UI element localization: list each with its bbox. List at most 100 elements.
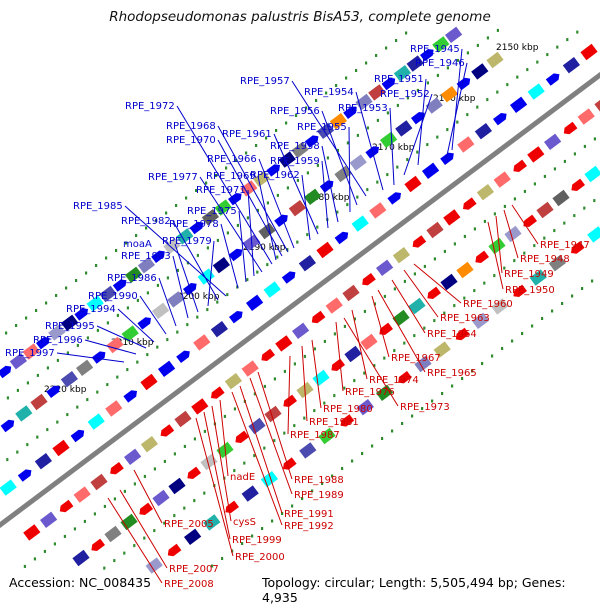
gene-arrow[interactable] xyxy=(108,461,124,477)
gene-box[interactable] xyxy=(543,133,562,151)
gene-arrow[interactable] xyxy=(387,190,403,205)
gene-label-top[interactable]: RPE_1958 xyxy=(270,141,320,152)
gene-box[interactable] xyxy=(392,309,410,327)
gene-arrow[interactable] xyxy=(425,286,441,302)
gene-arrow[interactable] xyxy=(309,310,326,326)
gene-label-top[interactable]: RPE_1962 xyxy=(250,170,300,181)
gene-label-top[interactable]: RPE_1961 xyxy=(222,129,272,140)
gene-box[interactable] xyxy=(39,511,58,528)
gene-label-bottom[interactable]: RPE_1964 xyxy=(427,329,477,340)
gene-box[interactable] xyxy=(491,298,509,315)
gene-box[interactable] xyxy=(392,246,410,264)
gene-box[interactable] xyxy=(440,85,458,103)
gene-label-bottom[interactable]: cysS xyxy=(233,517,256,528)
gene-box[interactable] xyxy=(318,427,336,445)
gene-box[interactable] xyxy=(342,284,360,302)
gene-box[interactable] xyxy=(292,322,310,339)
gene-box[interactable] xyxy=(457,136,475,153)
gene-arrow[interactable] xyxy=(228,246,245,262)
gene-box[interactable] xyxy=(527,146,545,163)
gene-arrow[interactable] xyxy=(329,358,345,374)
gene-box[interactable] xyxy=(476,183,494,201)
gene-label-top[interactable]: RPE_1997 xyxy=(5,348,55,359)
gene-arrow[interactable] xyxy=(91,349,108,364)
gene-label-bottom[interactable]: RPE_1989 xyxy=(294,490,344,501)
gene-box[interactable] xyxy=(278,151,296,168)
gene-box[interactable] xyxy=(34,453,53,470)
gene-arrow[interactable] xyxy=(165,543,182,559)
gene-box[interactable] xyxy=(86,295,104,312)
gene-arrow[interactable] xyxy=(569,241,585,256)
gene-box[interactable] xyxy=(509,96,528,114)
gene-box[interactable] xyxy=(22,343,40,360)
gene-label-bottom[interactable]: RPE_1980 xyxy=(323,404,373,415)
gene-label-top[interactable]: RPE_1959 xyxy=(270,156,320,167)
gene-box[interactable] xyxy=(60,314,79,331)
gene-label-top[interactable]: RPE_1986 xyxy=(107,273,157,284)
gene-box[interactable] xyxy=(529,269,547,286)
gene-label-top[interactable]: RPE_1952 xyxy=(380,89,430,100)
gene-arrow[interactable] xyxy=(281,394,297,410)
gene-box[interactable] xyxy=(368,84,386,101)
gene-box[interactable] xyxy=(369,202,387,219)
gene-box[interactable] xyxy=(443,209,461,226)
gene-arrow[interactable] xyxy=(561,121,578,137)
gene-box[interactable] xyxy=(203,514,221,531)
gene-box[interactable] xyxy=(393,64,411,82)
gene-box[interactable] xyxy=(298,255,316,272)
gene-box[interactable] xyxy=(376,259,394,276)
gene-arrow[interactable] xyxy=(274,212,290,228)
gene-box[interactable] xyxy=(304,188,322,206)
gene-box[interactable] xyxy=(9,353,27,370)
gene-box[interactable] xyxy=(356,399,374,416)
gene-label-top[interactable]: RPE_1994 xyxy=(66,304,116,315)
gene-box[interactable] xyxy=(140,373,158,391)
gene-box[interactable] xyxy=(240,180,258,197)
gene-label-bottom[interactable]: RPE_1981 xyxy=(309,417,359,428)
gene-box[interactable] xyxy=(137,257,155,274)
gene-label-bottom[interactable]: RPE_1965 xyxy=(427,368,477,379)
gene-box[interactable] xyxy=(145,557,163,574)
gene-arrow[interactable] xyxy=(123,388,139,403)
gene-arrow[interactable] xyxy=(158,424,175,439)
gene-box[interactable] xyxy=(90,473,108,491)
gene-arrow[interactable] xyxy=(343,104,359,119)
gene-box[interactable] xyxy=(317,122,335,140)
gene-box[interactable] xyxy=(474,122,492,140)
gene-label-top[interactable]: RPE_1996 xyxy=(33,335,83,346)
gene-box[interactable] xyxy=(258,222,276,240)
gene-box[interactable] xyxy=(121,325,139,342)
gene-box[interactable] xyxy=(184,528,202,545)
gene-box[interactable] xyxy=(344,345,362,363)
gene-label-bottom[interactable]: nadE xyxy=(230,472,255,483)
gene-arrow[interactable] xyxy=(281,457,297,472)
gene-arrow[interactable] xyxy=(381,75,398,91)
gene-label-bottom[interactable]: RPE_1960 xyxy=(463,299,513,310)
gene-arrow[interactable] xyxy=(189,219,206,235)
gene-box[interactable] xyxy=(380,131,398,149)
gene-arrow[interactable] xyxy=(396,370,412,386)
gene-box[interactable] xyxy=(193,334,211,351)
gene-box[interactable] xyxy=(275,335,293,352)
gene-arrow[interactable] xyxy=(420,47,436,62)
gene-box[interactable] xyxy=(552,189,570,207)
gene-label-bottom[interactable]: RPE_1992 xyxy=(284,521,334,532)
gene-label-top[interactable]: RPE_1972 xyxy=(125,101,175,112)
gene-box[interactable] xyxy=(158,360,176,377)
gene-arrow[interactable] xyxy=(377,322,393,338)
gene-box[interactable] xyxy=(140,436,158,453)
gene-arrow[interactable] xyxy=(17,467,34,482)
gene-label-bottom[interactable]: RPE_1950 xyxy=(505,285,555,296)
gene-arrow[interactable] xyxy=(233,430,249,446)
gene-arrow[interactable] xyxy=(411,110,427,125)
gene-box[interactable] xyxy=(152,489,170,507)
gene-label-top[interactable]: RPE_1995 xyxy=(45,321,95,332)
gene-label-top[interactable]: RPE_1971 xyxy=(196,185,246,196)
gene-box[interactable] xyxy=(124,448,142,465)
gene-box[interactable] xyxy=(312,369,330,387)
gene-label-top[interactable]: RPE_1990 xyxy=(88,291,138,302)
gene-label-top[interactable]: RPE_1946 xyxy=(415,58,465,69)
gene-box[interactable] xyxy=(351,215,369,232)
gene-label-bottom[interactable]: RPE_2005 xyxy=(164,519,214,530)
